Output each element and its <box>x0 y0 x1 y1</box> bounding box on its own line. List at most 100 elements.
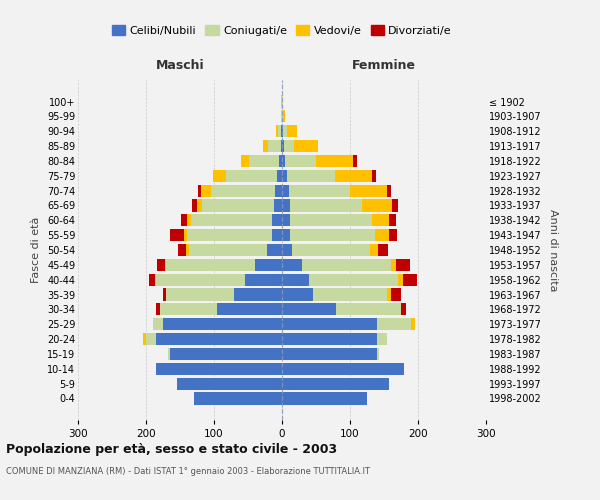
Bar <box>275 184 282 196</box>
Bar <box>170 229 184 241</box>
Bar <box>287 170 335 182</box>
Bar <box>187 229 272 241</box>
Bar <box>217 304 282 316</box>
Bar <box>263 140 268 152</box>
Bar <box>235 288 282 300</box>
Bar <box>313 288 388 300</box>
Bar <box>287 125 297 138</box>
Bar <box>189 244 267 256</box>
Bar <box>191 214 272 226</box>
Bar <box>335 170 373 182</box>
Bar <box>272 229 282 241</box>
Bar <box>163 318 282 330</box>
Bar <box>156 304 160 316</box>
Bar <box>282 259 302 271</box>
Bar <box>163 288 166 300</box>
Bar <box>281 140 282 152</box>
Bar <box>201 184 211 196</box>
Bar <box>282 333 377 345</box>
Bar <box>276 125 278 138</box>
Bar <box>282 125 283 138</box>
Bar <box>302 259 391 271</box>
Bar <box>226 170 277 182</box>
Bar <box>181 214 187 226</box>
Text: COMUNE DI MANZIANA (RM) - Dati ISTAT 1° gennaio 2003 - Elaborazione TUTTITALIA.I: COMUNE DI MANZIANA (RM) - Dati ISTAT 1° … <box>6 468 370 476</box>
Bar <box>277 170 282 182</box>
Bar <box>377 348 379 360</box>
Bar <box>156 362 282 375</box>
Bar <box>396 259 410 271</box>
Y-axis label: Anni di nascita: Anni di nascita <box>548 208 559 291</box>
Bar <box>156 333 282 345</box>
Bar <box>316 155 353 167</box>
Bar <box>370 244 378 256</box>
Bar <box>392 200 398 211</box>
Bar <box>337 304 401 316</box>
Bar <box>398 274 403 286</box>
Bar <box>282 392 367 404</box>
Bar <box>289 184 350 196</box>
Bar <box>282 378 389 390</box>
Bar <box>184 229 187 241</box>
Bar <box>294 140 318 152</box>
Bar <box>282 288 313 300</box>
Bar <box>155 274 156 286</box>
Bar <box>153 318 163 330</box>
Bar <box>169 348 170 360</box>
Bar <box>143 333 146 345</box>
Bar <box>283 125 287 138</box>
Bar <box>176 378 282 390</box>
Text: Popolazione per età, sesso e stato civile - 2003: Popolazione per età, sesso e stato civil… <box>6 442 337 456</box>
Bar <box>282 184 289 196</box>
Bar <box>282 348 377 360</box>
Bar <box>146 333 156 345</box>
Bar <box>241 155 248 167</box>
Bar <box>282 362 404 375</box>
Bar <box>282 214 290 226</box>
Bar <box>283 110 286 122</box>
Bar <box>166 288 235 300</box>
Y-axis label: Fasce di età: Fasce di età <box>31 217 41 283</box>
Bar <box>248 155 279 167</box>
Bar <box>411 318 415 330</box>
Bar <box>389 214 395 226</box>
Bar <box>191 200 197 211</box>
Bar <box>372 214 389 226</box>
Bar <box>350 184 388 196</box>
Bar <box>290 229 375 241</box>
Bar <box>282 140 284 152</box>
Bar <box>282 229 290 241</box>
Bar <box>282 244 292 256</box>
Bar <box>170 348 282 360</box>
Bar <box>282 155 286 167</box>
Bar <box>267 244 282 256</box>
Bar <box>401 304 406 316</box>
Bar <box>186 244 189 256</box>
Bar <box>245 274 282 286</box>
Bar <box>197 200 202 211</box>
Bar <box>378 244 388 256</box>
Bar <box>284 140 294 152</box>
Bar <box>282 318 377 330</box>
Bar <box>187 214 191 226</box>
Bar <box>403 274 416 286</box>
Bar <box>255 259 282 271</box>
Bar <box>272 214 282 226</box>
Bar <box>156 274 245 286</box>
Bar <box>160 304 217 316</box>
Bar <box>353 155 357 167</box>
Bar <box>309 274 398 286</box>
Text: Femmine: Femmine <box>352 59 416 72</box>
Bar <box>282 200 290 211</box>
Bar <box>391 288 401 300</box>
Bar <box>290 200 362 211</box>
Bar <box>282 274 309 286</box>
Bar <box>268 140 281 152</box>
Bar <box>165 259 166 271</box>
Bar <box>281 96 282 108</box>
Legend: Celibi/Nubili, Coniugati/e, Vedovi/e, Divorziati/e: Celibi/Nubili, Coniugati/e, Vedovi/e, Di… <box>107 21 457 40</box>
Bar <box>202 200 274 211</box>
Bar <box>362 200 392 211</box>
Bar <box>157 259 165 271</box>
Bar <box>388 184 391 196</box>
